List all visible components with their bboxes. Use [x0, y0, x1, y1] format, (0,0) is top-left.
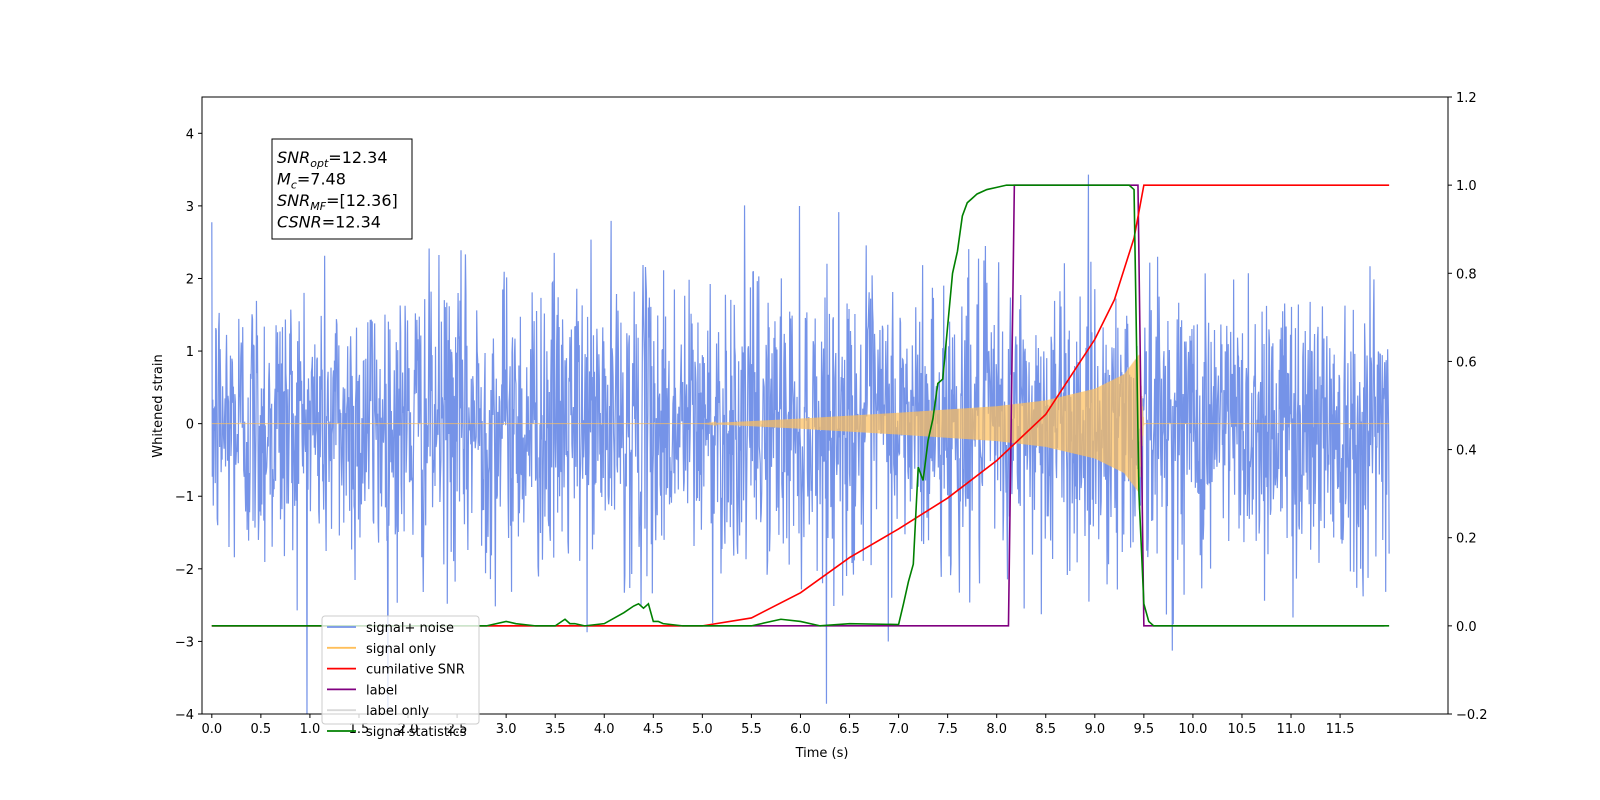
y2-tick-label: 1.2	[1456, 91, 1477, 106]
y2-tick-label: 1.0	[1456, 179, 1477, 194]
y-tick-label: 0	[186, 418, 194, 433]
annotation-frame	[271, 138, 413, 240]
axes-frame	[201, 96, 1449, 715]
x-tick-label: 7.0	[888, 722, 909, 737]
y2-tick-label: 0.0	[1456, 620, 1477, 635]
x-tick-label: 10.0	[1178, 722, 1207, 737]
legend-label: label	[366, 683, 397, 698]
y2-tick-label: 0.2	[1456, 532, 1477, 547]
x-tick-label: 3.5	[545, 722, 566, 737]
y2-tick-label: 0.8	[1456, 267, 1477, 282]
y-axis-left: −4 −3 −2 −1 0 1 2 3 4	[175, 127, 202, 723]
y2-tick-label: −0.2	[1456, 708, 1488, 723]
x-tick-label: 0.0	[201, 722, 222, 737]
x-tick-label: 8.5	[1035, 722, 1056, 737]
x-tick-label: 8.0	[986, 722, 1007, 737]
y-tick-label: 4	[186, 127, 194, 142]
y-tick-label: 3	[186, 200, 194, 215]
y2-tick-label: 0.4	[1456, 444, 1477, 459]
x-tick-label: 2.0	[398, 722, 419, 737]
y-tick-label: −3	[175, 635, 194, 650]
x-tick-label: 1.5	[349, 722, 370, 737]
x-axis: 0.0 0.5 1.0 1.5 2.0 2.5 3.0 3.5 4.0 4.5 5.0 5.5 6.0 6…	[201, 714, 1355, 737]
y-axis-right: −0.2 0.0 0.2 0.4 0.6 0.8 1.0 1.2	[1448, 91, 1488, 723]
x-tick-label: 9.0	[1084, 722, 1105, 737]
x-tick-label: 3.0	[496, 722, 517, 737]
y-tick-label: 2	[186, 272, 194, 287]
x-tick-label: 0.5	[251, 722, 272, 737]
series-signal-noise-line	[211, 174, 1390, 714]
legend-label: signal+ noise	[366, 621, 454, 636]
annotation-line: CSNR=12.34	[277, 213, 381, 232]
x-tick-label: 7.5	[937, 722, 958, 737]
x-axis-label: Time (s)	[795, 746, 849, 761]
x-tick-label: 10.5	[1227, 722, 1256, 737]
series-signal-only-line	[211, 354, 1390, 493]
legend-label: label only	[366, 704, 429, 719]
series-signal-statistics-line	[211, 184, 1390, 627]
annotation-line: SNRopt=12.34	[277, 148, 388, 170]
y-tick-label: −1	[175, 490, 194, 505]
x-tick-label: 11.0	[1277, 722, 1306, 737]
x-tick-label: 4.0	[594, 722, 615, 737]
x-tick-label: 1.0	[300, 722, 321, 737]
annotation-box: SNRopt=12.34Mc=7.48SNRMF=[12.36]CSNR=12.…	[271, 138, 413, 240]
legend-label: signal only	[366, 642, 436, 657]
y-tick-label: −2	[175, 563, 194, 578]
legend-label: cumilative SNR	[366, 663, 465, 678]
x-tick-label: 4.5	[643, 722, 664, 737]
series-cumulative-snr-line	[211, 184, 1390, 627]
plot-area	[211, 174, 1390, 714]
y-axis-label: Whitened strain	[151, 354, 166, 457]
x-tick-label: 6.5	[839, 722, 860, 737]
x-tick-label: 6.0	[790, 722, 811, 737]
y-tick-label: −4	[175, 708, 194, 723]
y2-tick-label: 0.6	[1456, 355, 1477, 370]
y-tick-label: 1	[186, 345, 194, 360]
x-tick-label: 9.5	[1134, 722, 1155, 737]
annotation-line: SNRMF=[12.36]	[277, 191, 398, 213]
legend: signal+ noise signal only cumilative SNR la…	[321, 615, 480, 740]
x-tick-label: 5.0	[692, 722, 713, 737]
annotation-line: Mc=7.48	[277, 170, 346, 192]
x-tick-label: 2.5	[447, 722, 468, 737]
x-tick-label: 11.5	[1326, 722, 1355, 737]
legend-label: signal statistics	[366, 725, 467, 740]
x-tick-label: 5.5	[741, 722, 762, 737]
legend-frame	[321, 615, 480, 725]
